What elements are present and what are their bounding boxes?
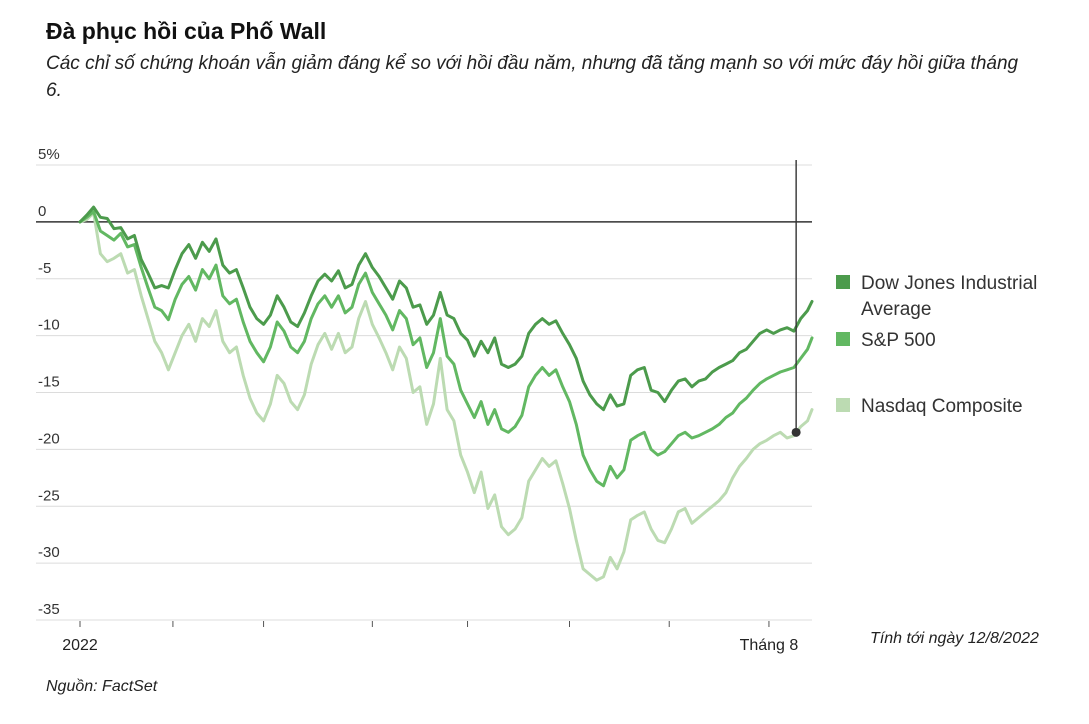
gridlines xyxy=(36,164,812,621)
y-tick-label: 5% xyxy=(38,146,60,163)
chart-subtitle: Các chỉ số chứng khoán vẫn giảm đáng kể … xyxy=(46,53,1019,101)
y-tick-label: -10 xyxy=(38,317,60,334)
y-tick-label: -20 xyxy=(38,430,60,447)
annotation-dot xyxy=(791,427,801,437)
y-tick-label: -30 xyxy=(38,544,60,561)
series-lines xyxy=(78,205,814,582)
chart-title: Đà phục hồi của Phố Wall xyxy=(46,18,327,44)
annotation xyxy=(791,160,801,437)
x-tick-label: Tháng 8 xyxy=(740,637,799,654)
y-tick-label: -35 xyxy=(38,601,60,618)
legend-label: S&P 500 xyxy=(861,330,936,351)
series-line-nasdaq-composite xyxy=(78,211,814,582)
y-tick-label: -5 xyxy=(38,260,51,277)
series-line-s-p-500 xyxy=(78,210,814,488)
y-tick-label: 0 xyxy=(38,203,46,220)
legend-swatch xyxy=(836,332,850,346)
legend-swatch xyxy=(836,275,850,289)
y-tick-label: -15 xyxy=(38,374,60,391)
legend-label: Average xyxy=(861,299,931,320)
axes: 5% 0 -5 -10 -15 -20 -25 -30 -35 2022 Tháng 8 xyxy=(36,146,812,654)
source-note: Nguồn: FactSet xyxy=(46,678,158,695)
legend: Dow Jones Industrial Average S&P 500 Nasdaq… xyxy=(836,273,1037,417)
x-tick-label: 2022 xyxy=(62,637,98,654)
as-of-date-note: Tính tới ngày 12/8/2022 xyxy=(870,630,1039,647)
series-line-dow-jones-industrial-average xyxy=(78,205,814,412)
legend-label: Nasdaq Composite xyxy=(861,396,1023,417)
y-tick-label: -25 xyxy=(38,487,60,504)
legend-label: Dow Jones Industrial xyxy=(861,273,1037,294)
legend-swatch xyxy=(836,398,850,412)
